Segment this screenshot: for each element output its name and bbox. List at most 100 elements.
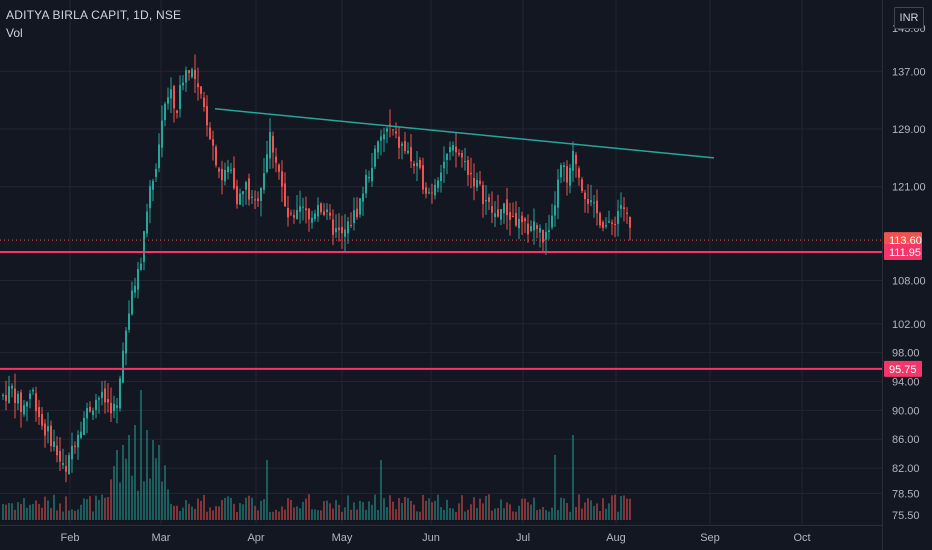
- candle-body: [113, 403, 115, 412]
- candle-body: [617, 211, 619, 224]
- candle-body: [563, 165, 565, 168]
- volume-bar: [314, 509, 316, 520]
- candle-body: [179, 85, 181, 109]
- candle-body: [356, 208, 358, 218]
- volume-bar: [545, 510, 547, 520]
- candle-body: [530, 226, 532, 231]
- candle-body: [545, 231, 547, 240]
- volume-bar: [554, 455, 556, 520]
- volume-bar: [572, 435, 574, 520]
- volume-bar: [248, 495, 250, 520]
- volume-bar: [587, 498, 589, 520]
- volume-bar: [626, 498, 628, 520]
- volume-bar: [311, 509, 313, 520]
- trend-line[interactable]: [214, 108, 715, 159]
- time-tick-label: Feb: [61, 532, 80, 544]
- candle-body: [272, 136, 274, 153]
- volume-bar: [14, 509, 16, 520]
- volume-bar: [362, 502, 364, 520]
- candle-body: [305, 208, 307, 211]
- candle-body: [413, 163, 415, 167]
- volume-bar: [611, 495, 613, 520]
- time-axis[interactable]: Feb Mar Apr May Jun Jul Aug Sep Oct: [61, 532, 811, 544]
- candle-body: [140, 263, 142, 270]
- candle-body: [56, 445, 58, 456]
- candle-body: [539, 228, 541, 233]
- volume-bar: [368, 501, 370, 520]
- candle-body: [239, 193, 241, 205]
- price-tick-label: 75.50: [892, 510, 920, 522]
- candle-body: [377, 141, 379, 153]
- candle-body: [584, 192, 586, 200]
- volume-bar: [275, 509, 277, 520]
- candle-body: [251, 196, 253, 198]
- volume-bar: [497, 508, 499, 520]
- volume-bar: [65, 496, 67, 520]
- candle-body: [548, 230, 550, 233]
- candle-body: [170, 89, 172, 99]
- candle-body: [146, 211, 148, 234]
- candle-body: [473, 177, 475, 187]
- time-tick-label: Mar: [152, 532, 171, 544]
- candle-body: [551, 215, 553, 228]
- volume-bar: [590, 500, 592, 520]
- volume-bar: [152, 440, 154, 520]
- volume-bar: [614, 494, 616, 520]
- volume-bar: [599, 511, 601, 520]
- candle-body: [203, 97, 205, 107]
- volume-bar: [335, 500, 337, 520]
- volume-bar: [188, 503, 190, 520]
- volume-bar: [605, 508, 607, 520]
- candle-body: [350, 224, 352, 226]
- volume-bar: [539, 509, 541, 520]
- volume-bar: [125, 458, 127, 520]
- volume-bar: [509, 504, 511, 520]
- candle-body: [596, 200, 598, 214]
- currency-button[interactable]: INR: [894, 7, 924, 29]
- candle-body: [623, 207, 625, 210]
- volume-bar: [407, 497, 409, 520]
- candle-body: [86, 408, 88, 419]
- volume-bar: [359, 500, 361, 520]
- candle-body: [386, 128, 388, 132]
- candle-body: [449, 147, 451, 153]
- candle-body: [302, 206, 304, 208]
- volume-bar: [62, 511, 64, 520]
- volume-bar: [50, 508, 52, 520]
- volume-bar: [296, 506, 298, 520]
- volume-bar: [176, 505, 178, 520]
- volume-bar: [410, 500, 412, 520]
- time-tick-label: May: [332, 532, 353, 544]
- volume-bar: [104, 497, 106, 520]
- price-tick-label: 108.00: [892, 276, 926, 288]
- volume-bar: [392, 501, 394, 520]
- candle-body: [107, 398, 109, 403]
- volume-bar: [377, 509, 379, 520]
- volume-bar: [371, 504, 373, 520]
- volume-bar: [233, 503, 235, 520]
- candle-body: [527, 223, 529, 235]
- volume-bar: [218, 506, 220, 520]
- candle-body: [134, 285, 136, 293]
- volume-bar: [263, 498, 265, 520]
- candle-body: [236, 186, 238, 205]
- candle-body: [626, 212, 628, 214]
- volume-bar: [203, 494, 205, 520]
- volume-bar: [254, 505, 256, 520]
- volume-bar: [116, 450, 118, 520]
- candle-body: [323, 211, 325, 215]
- volume-bar: [485, 495, 487, 520]
- volume-bar: [287, 498, 289, 520]
- price-axis[interactable]: 143.00137.00129.00121.00113.60111.95108.…: [884, 23, 926, 522]
- grid-lines: [0, 0, 882, 525]
- volume-bar: [272, 511, 274, 520]
- volume-bar: [470, 504, 472, 520]
- candle-body: [344, 229, 346, 237]
- candle-body: [119, 378, 121, 409]
- candle-body: [464, 161, 466, 163]
- volume-bar: [467, 509, 469, 520]
- volume-bar: [422, 494, 424, 520]
- volume-bar: [212, 510, 214, 520]
- candle-body: [395, 131, 397, 134]
